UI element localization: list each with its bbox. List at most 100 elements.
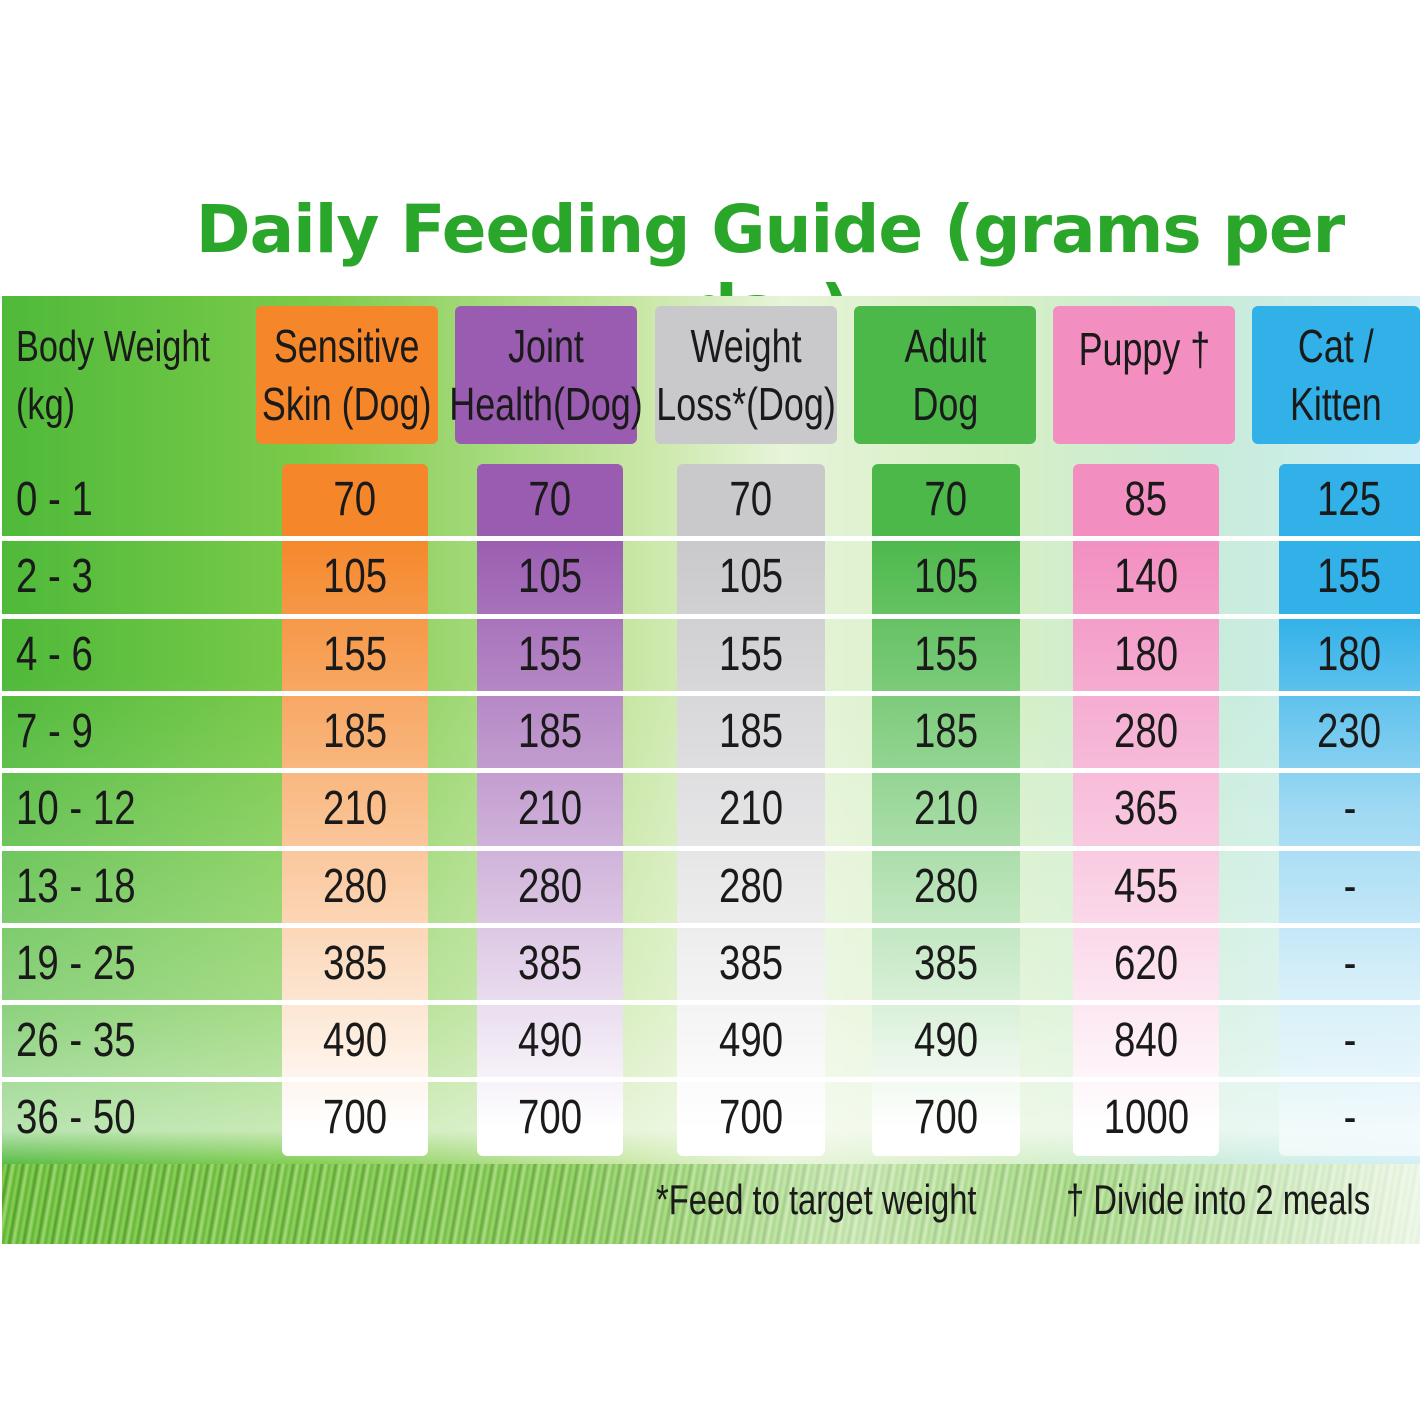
value-cell-weight-loss: 70 (677, 464, 825, 536)
body-weight-cell: 4 - 6 (16, 627, 93, 681)
value-text: 385 (913, 936, 979, 990)
value-text: - (1343, 782, 1356, 836)
page-title: Daily Feeding Guide (grams per day) (195, 191, 1345, 348)
value-cell-joint-health: 280 (477, 851, 623, 923)
value-cell-adult-dog: 70 (872, 464, 1020, 536)
footnote-weight-loss: *Feed to target weight (656, 1176, 977, 1223)
value-text: 70 (924, 473, 968, 526)
column-header-weight-loss: Weight Loss*(Dog) (655, 306, 837, 444)
value-cell-adult-dog: 105 (872, 541, 1020, 613)
value-cell-sensitive-skin: 385 (282, 928, 428, 1000)
value-cell-joint-health: 700 (477, 1082, 623, 1154)
column-header-puppy: Puppy † (1053, 306, 1235, 444)
value-cell-puppy: 1000 (1073, 1082, 1219, 1154)
value-cell-weight-loss: 280 (677, 851, 825, 923)
value-text: 280 (718, 859, 784, 913)
value-text: 230 (1317, 704, 1382, 758)
column-body-cat-kitten (1279, 464, 1420, 1156)
row-separator (2, 845, 1420, 851)
value-text: 385 (517, 936, 583, 990)
value-cell-joint-health: 185 (477, 696, 623, 768)
column-header-text: Puppy † (1060, 320, 1229, 378)
column-header-line: Health(Dog) (449, 378, 643, 430)
column-header-adult-dog: Adult Dog (854, 306, 1036, 444)
value-text: 455 (1113, 859, 1179, 913)
value-text: 280 (517, 859, 583, 913)
value-text: 155 (913, 627, 979, 681)
column-header-line: Loss*(Dog) (656, 378, 836, 430)
column-header-line: Skin (Dog) (262, 378, 432, 430)
value-text: 105 (718, 550, 784, 604)
value-cell-puppy: 280 (1073, 696, 1219, 768)
value-text: 185 (913, 704, 979, 758)
value-text: - (1343, 859, 1356, 913)
body-weight-cell: 0 - 1 (16, 473, 93, 526)
value-cell-joint-health: 155 (477, 619, 623, 691)
grass-fade-overlay (2, 1164, 1420, 1244)
value-cell-joint-health: 70 (477, 464, 623, 536)
value-cell-cat-kitten: 230 (1279, 696, 1420, 768)
value-text: 280 (322, 859, 388, 913)
body-weight-cell: 13 - 18 (16, 859, 136, 913)
value-cell-cat-kitten: - (1279, 773, 1420, 845)
body-weight-cell: 10 - 12 (16, 782, 136, 836)
value-cell-adult-dog: 280 (872, 851, 1020, 923)
value-text: 620 (1113, 936, 1179, 990)
value-cell-cat-kitten: 125 (1279, 464, 1420, 536)
body-weight-header: Body Weight (kg) (16, 318, 210, 434)
value-cell-adult-dog: 185 (872, 696, 1020, 768)
value-cell-weight-loss: 210 (677, 773, 825, 845)
value-text: 185 (517, 704, 583, 758)
value-cell-cat-kitten: 180 (1279, 619, 1420, 691)
value-text: 180 (1113, 627, 1179, 681)
column-header-text: Adult Dog (893, 317, 998, 433)
value-text: 155 (517, 627, 583, 681)
column-header-text: Cat / Kitten (1277, 317, 1395, 433)
column-header-line: Puppy † (1078, 323, 1210, 375)
value-text: 700 (322, 1091, 388, 1145)
row-separator (2, 768, 1420, 774)
column-body-puppy (1073, 464, 1219, 1156)
value-cell-puppy: 840 (1073, 1005, 1219, 1077)
value-text: - (1343, 936, 1356, 990)
body-weight-header-line2: (kg) (16, 380, 76, 429)
value-cell-adult-dog: 155 (872, 619, 1020, 691)
value-text: 700 (718, 1091, 784, 1145)
value-text: 210 (322, 782, 388, 836)
value-cell-weight-loss: 700 (677, 1082, 825, 1154)
body-weight-header-line1: Body Weight (16, 322, 210, 371)
value-cell-cat-kitten: - (1279, 1005, 1420, 1077)
value-text: 1000 (1103, 1091, 1189, 1145)
value-text: 210 (718, 782, 784, 836)
body-weight-cell: 2 - 3 (16, 550, 93, 604)
value-text: 185 (718, 704, 784, 758)
column-header-line: Kitten (1290, 378, 1382, 430)
value-text: 490 (322, 1014, 388, 1068)
column-header-line: Joint (508, 320, 584, 372)
value-text: 365 (1113, 782, 1179, 836)
value-text: 105 (322, 550, 388, 604)
value-cell-sensitive-skin: 700 (282, 1082, 428, 1154)
value-text: 105 (517, 550, 583, 604)
value-cell-joint-health: 385 (477, 928, 623, 1000)
value-cell-puppy: 620 (1073, 928, 1219, 1000)
value-text: 125 (1317, 473, 1382, 526)
value-cell-adult-dog: 700 (872, 1082, 1020, 1154)
value-cell-weight-loss: 185 (677, 696, 825, 768)
value-text: 155 (1317, 550, 1382, 604)
column-header-line: Sensitive (274, 320, 420, 372)
column-body-adult-dog (872, 464, 1020, 1156)
column-header-text: Joint Health(Dog) (422, 317, 670, 433)
body-weight-cell: 19 - 25 (16, 936, 136, 990)
column-header-sensitive-skin: Sensitive Skin (Dog) (256, 306, 438, 444)
value-cell-joint-health: 105 (477, 541, 623, 613)
column-header-line: Cat / (1298, 320, 1374, 372)
column-body-joint-health (477, 464, 623, 1156)
value-cell-joint-health: 490 (477, 1005, 623, 1077)
value-text: 385 (322, 936, 388, 990)
value-text: 85 (1124, 473, 1168, 526)
value-text: 490 (517, 1014, 583, 1068)
value-cell-weight-loss: 490 (677, 1005, 825, 1077)
row-separator (2, 1077, 1420, 1083)
column-body-weight-loss (677, 464, 825, 1156)
